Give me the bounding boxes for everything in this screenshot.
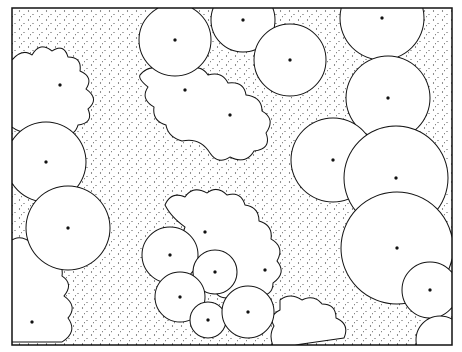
planting-plan: [0, 0, 462, 352]
page: [0, 0, 462, 352]
